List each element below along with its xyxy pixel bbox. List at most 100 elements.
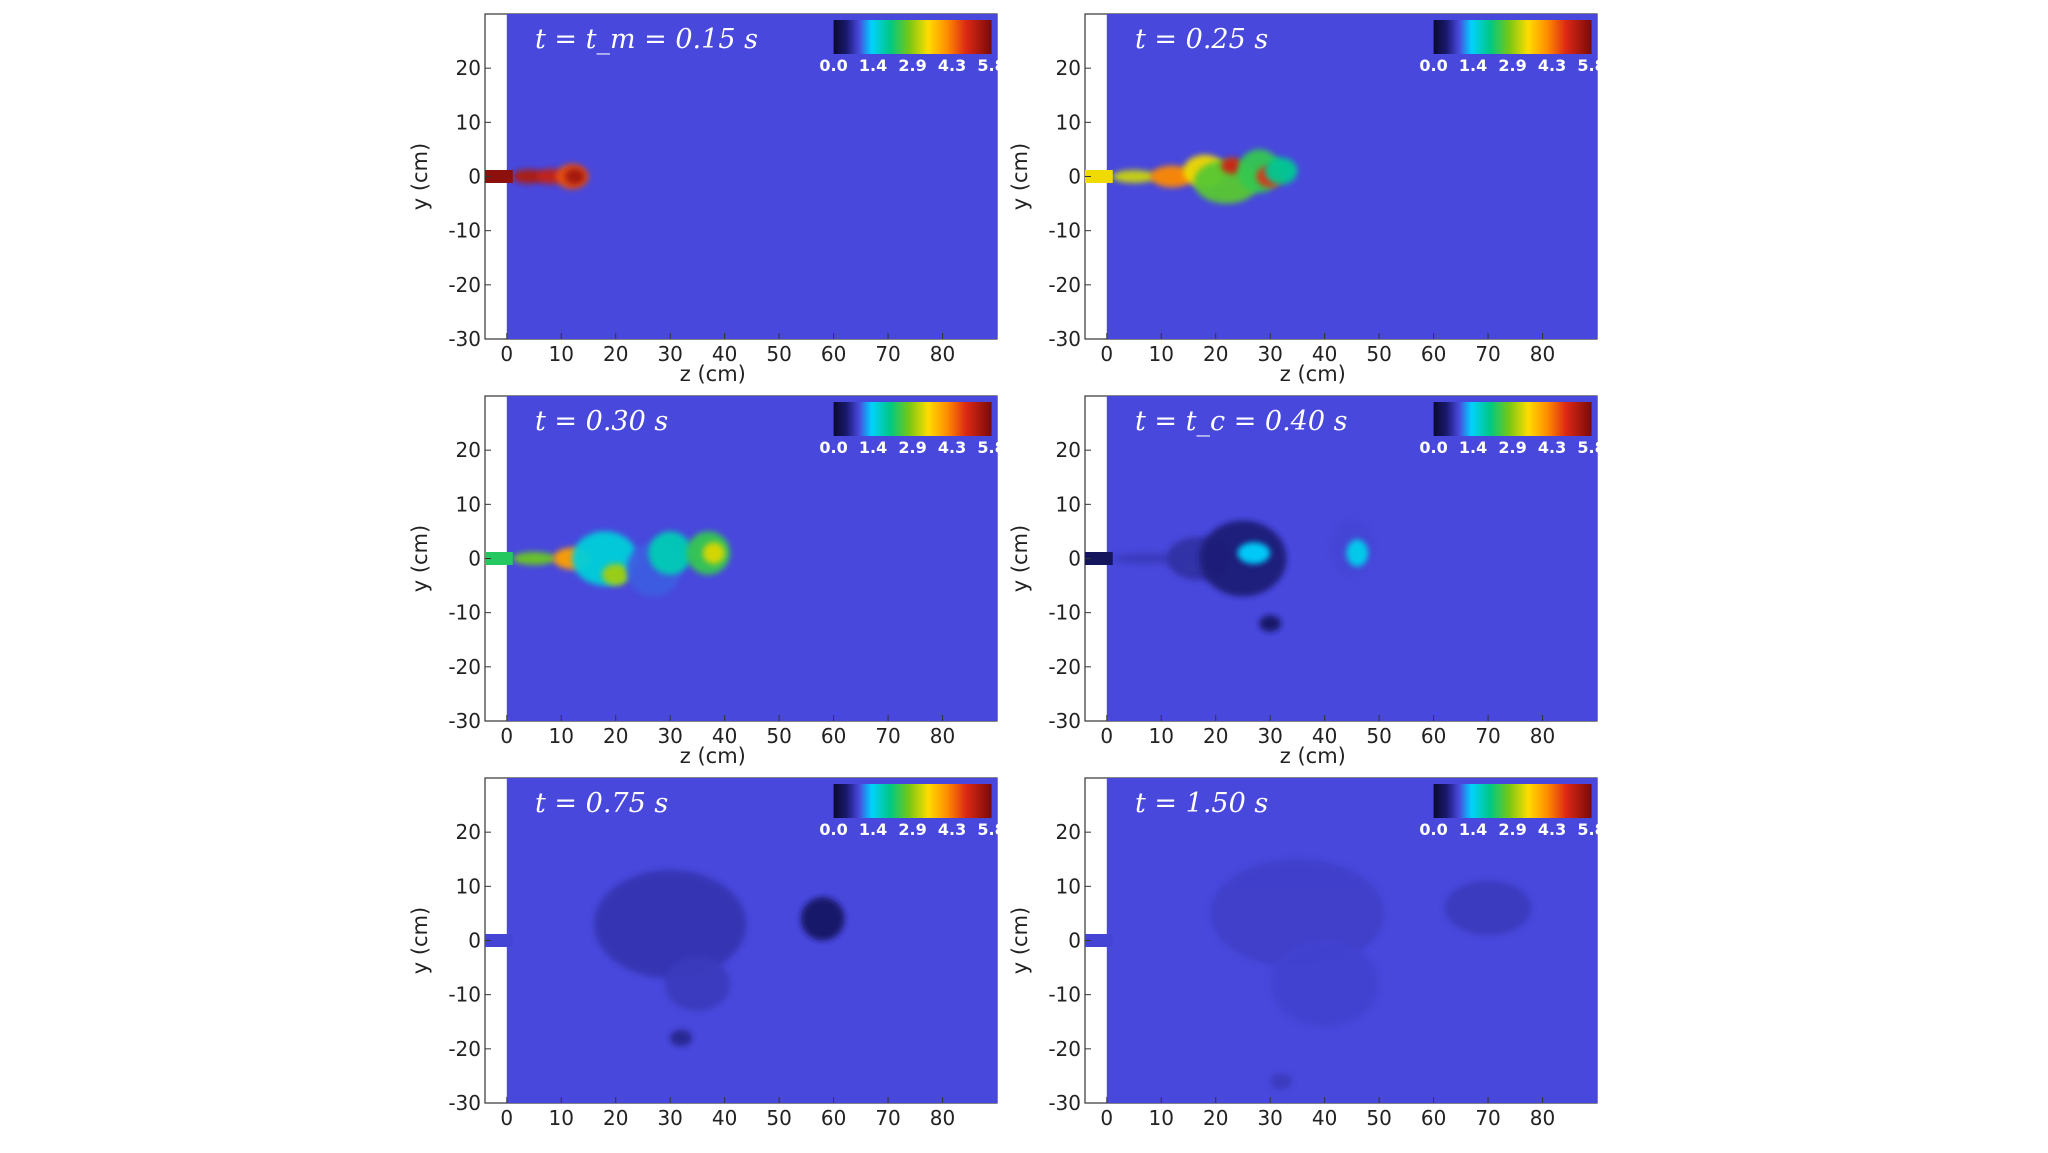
- x-tick-label: 60: [821, 724, 846, 748]
- concentration-blob: [512, 552, 556, 565]
- colorbar-tick-label: 1.4: [1459, 820, 1487, 839]
- colorbar-tick-label: 4.3: [1538, 438, 1566, 457]
- field-layer: [593, 870, 845, 1047]
- colorbar-tick-label: 5.8: [1577, 56, 1605, 75]
- y-axis-label: y (cm): [408, 907, 432, 975]
- nozzle-inlet: [485, 170, 513, 183]
- y-tick-label: -10: [1048, 219, 1081, 243]
- panel-time-label: t = 0.30 s: [535, 406, 668, 437]
- y-tick-label: -20: [1048, 655, 1081, 679]
- colorbar: [833, 402, 992, 436]
- x-tick-label: 40: [1312, 1106, 1337, 1130]
- x-tick-label: 10: [549, 1106, 574, 1130]
- chart-panel-3: 0.0 1.4 2.9 4.3 5.8 t = 0.30 s 0 10 20 30 40 50 60 70…: [408, 395, 1006, 768]
- colorbar-tick-label: 1.4: [859, 820, 887, 839]
- concentration-blob: [1346, 539, 1369, 567]
- y-tick-label: -20: [1048, 273, 1081, 297]
- panel-time-label: t = 1.50 s: [1135, 788, 1268, 819]
- x-tick-label: 20: [1203, 724, 1228, 748]
- concentration-blob: [648, 531, 692, 575]
- x-tick-label: 80: [1530, 1106, 1555, 1130]
- y-tick-label: 20: [456, 56, 481, 80]
- x-tick-label: 60: [821, 1106, 846, 1130]
- y-tick-label: -30: [1048, 1091, 1081, 1115]
- colorbar-tick-label: 5.8: [1577, 820, 1605, 839]
- x-tick-label: 20: [1203, 1106, 1228, 1130]
- y-tick-label: -30: [448, 709, 481, 733]
- y-tick-label: 20: [1056, 56, 1081, 80]
- colorbar-tick-label: 2.9: [1498, 438, 1526, 457]
- colorbar-tick-label: 4.3: [938, 438, 966, 457]
- field-background: [506, 778, 997, 1103]
- nozzle-inlet: [1085, 552, 1113, 565]
- y-tick-label: 10: [1056, 492, 1081, 516]
- colorbar-tick-label: 4.3: [1538, 820, 1566, 839]
- y-tick-label: -10: [448, 601, 481, 625]
- x-tick-label: 0: [500, 1106, 513, 1130]
- x-axis-label: z (cm): [1280, 744, 1346, 768]
- x-tick-label: 70: [875, 1106, 900, 1130]
- y-tick-label: 0: [468, 547, 481, 571]
- concentration-blob: [1237, 542, 1271, 564]
- colorbar: [1433, 784, 1592, 818]
- colorbar-tick-label: 1.4: [1459, 56, 1487, 75]
- colorbar-tick-label: 5.8: [977, 820, 1005, 839]
- x-tick-label: 10: [1149, 342, 1174, 366]
- x-tick-label: 60: [1421, 1106, 1446, 1130]
- x-tick-label: 40: [712, 724, 737, 748]
- x-tick-label: 20: [603, 724, 628, 748]
- colorbar-tick-label: 4.3: [938, 56, 966, 75]
- y-axis-label: y (cm): [408, 525, 432, 593]
- y-tick-label: -10: [448, 983, 481, 1007]
- y-tick-label: -30: [448, 327, 481, 351]
- field-layer: [1210, 859, 1532, 1090]
- colorbar-tick-label: 1.4: [859, 56, 887, 75]
- colorbar-tick-label: 4.3: [1538, 56, 1566, 75]
- chart-panel-5: 0.0 1.4 2.9 4.3 5.8 t = 0.75 s 0 10 20 30 40 50 60 70…: [408, 777, 1006, 1130]
- panel-time-label: t = 0.75 s: [535, 788, 668, 819]
- chart-panel-2: 0.0 1.4 2.9 4.3 5.8 t = 0.25 s 0 10 20 30 40 50 60 70…: [1008, 13, 1606, 386]
- y-tick-label: -10: [1048, 983, 1081, 1007]
- y-tick-label: 10: [456, 110, 481, 134]
- colorbar-tick-label: 5.8: [1577, 438, 1605, 457]
- y-tick-label: 0: [1068, 165, 1081, 189]
- y-tick-label: 10: [456, 492, 481, 516]
- x-tick-label: 0: [500, 342, 513, 366]
- field-layer: [1112, 149, 1298, 204]
- colorbar-tick-label: 0.0: [819, 820, 847, 839]
- colorbar-tick-label: 2.9: [898, 820, 926, 839]
- colorbar-tick-label: 4.3: [938, 820, 966, 839]
- concentration-blob: [565, 168, 585, 185]
- y-axis-label: y (cm): [1008, 525, 1032, 593]
- concentration-blob: [800, 897, 845, 941]
- x-tick-label: 30: [657, 1106, 682, 1130]
- figure-grid: 0.0 1.4 2.9 4.3 5.8 t = t_m = 0.15 s 0 10 20 30 40…: [408, 13, 1606, 1130]
- colorbar-tick-label: 1.4: [859, 438, 887, 457]
- x-tick-label: 70: [1475, 1106, 1500, 1130]
- panel-time-label: t = t_m = 0.15 s: [535, 24, 758, 55]
- x-tick-label: 80: [930, 724, 955, 748]
- field-layer: [512, 531, 731, 597]
- y-tick-label: -20: [448, 273, 481, 297]
- x-tick-label: 70: [875, 724, 900, 748]
- y-tick-label: -30: [448, 1091, 481, 1115]
- concentration-blob: [670, 1029, 692, 1047]
- concentration-blob: [1270, 940, 1380, 1028]
- concentration-blob: [664, 956, 731, 1011]
- colorbar-tick-label: 5.8: [977, 56, 1005, 75]
- nozzle-inlet: [485, 552, 513, 565]
- x-axis-label: z (cm): [680, 362, 746, 386]
- x-axis-label: z (cm): [680, 744, 746, 768]
- nozzle-inlet: [1085, 170, 1113, 183]
- x-tick-label: 70: [1475, 724, 1500, 748]
- y-tick-label: 0: [468, 929, 481, 953]
- y-tick-label: -30: [1048, 709, 1081, 733]
- concentration-blob: [602, 563, 630, 586]
- colorbar: [833, 784, 992, 818]
- x-tick-label: 60: [1421, 724, 1446, 748]
- y-tick-label: 20: [456, 820, 481, 844]
- x-tick-label: 80: [1530, 342, 1555, 366]
- y-tick-label: 10: [1056, 874, 1081, 898]
- x-tick-label: 80: [930, 342, 955, 366]
- concentration-blob: [1210, 859, 1385, 968]
